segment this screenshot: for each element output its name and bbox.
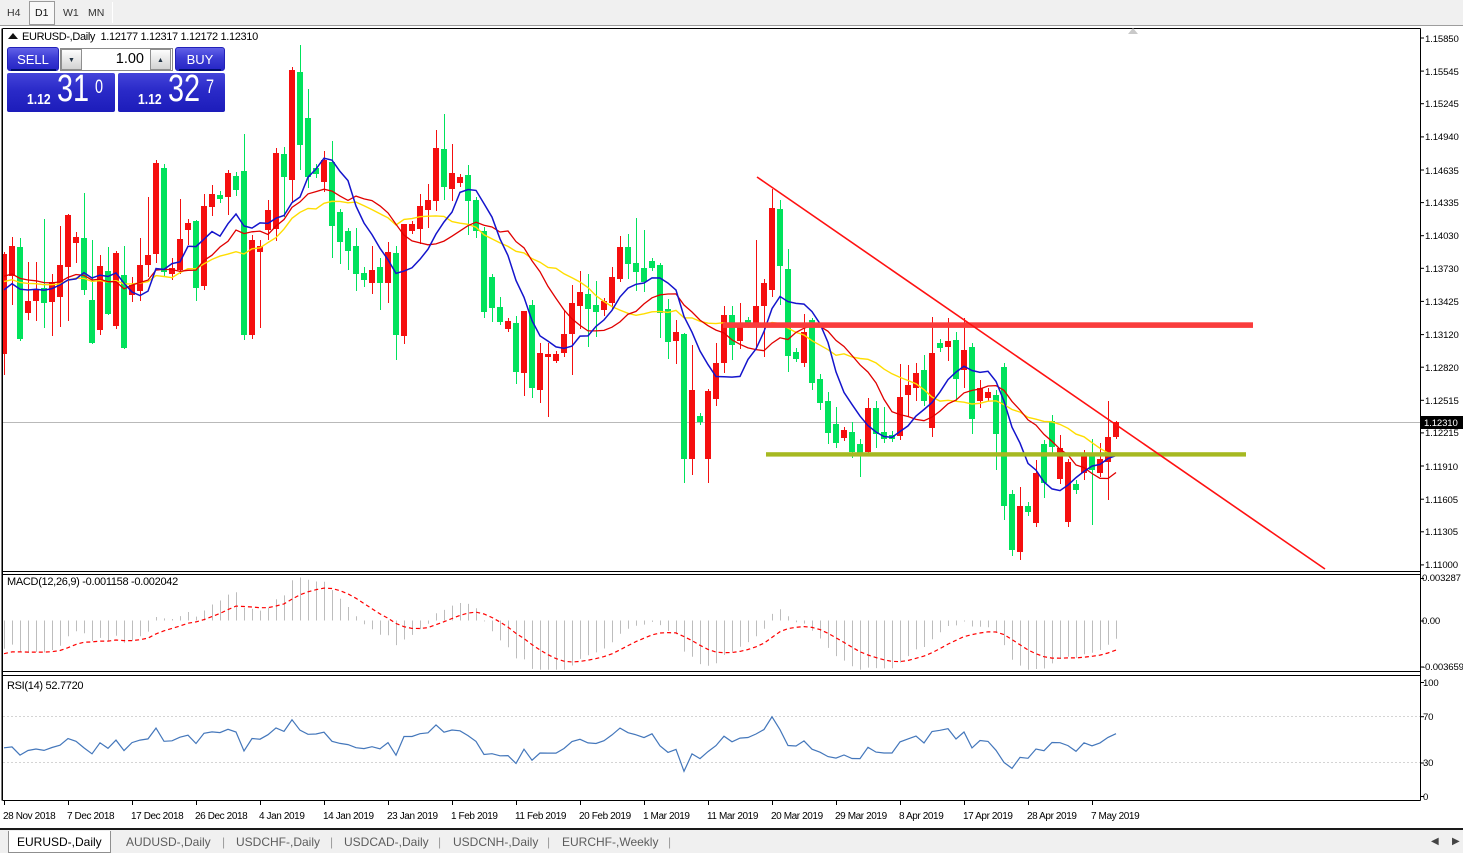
svg-text:1.12820: 1.12820: [1425, 363, 1459, 374]
svg-text:0.00: 0.00: [1422, 616, 1440, 627]
svg-text:7 Dec 2018: 7 Dec 2018: [67, 811, 115, 822]
svg-text:0.003287: 0.003287: [1422, 573, 1461, 584]
svg-text:14 Jan 2019: 14 Jan 2019: [323, 811, 374, 822]
svg-text:11 Feb 2019: 11 Feb 2019: [515, 811, 567, 822]
svg-text:MACD(12,26,9) -0.001158 -0.002: MACD(12,26,9) -0.001158 -0.002042: [7, 576, 178, 588]
svg-text:1.11910: 1.11910: [1425, 462, 1458, 473]
svg-text:1.11305: 1.11305: [1425, 527, 1458, 538]
svg-text:1.15245: 1.15245: [1425, 99, 1459, 110]
svg-text:1.14335: 1.14335: [1425, 198, 1459, 209]
svg-text:1.14635: 1.14635: [1425, 166, 1459, 177]
svg-text:1.13425: 1.13425: [1425, 297, 1459, 308]
svg-text:28 Apr 2019: 28 Apr 2019: [1027, 811, 1077, 822]
svg-text:1.12310: 1.12310: [1424, 418, 1458, 429]
svg-text:-0.003659: -0.003659: [1422, 662, 1463, 673]
svg-text:0: 0: [1423, 792, 1428, 803]
svg-text:1.13730: 1.13730: [1425, 264, 1459, 275]
svg-text:26 Dec 2018: 26 Dec 2018: [195, 811, 248, 822]
svg-text:1.13120: 1.13120: [1425, 330, 1459, 341]
svg-text:1 Mar 2019: 1 Mar 2019: [643, 811, 690, 822]
svg-text:1.15545: 1.15545: [1425, 67, 1459, 78]
svg-text:1.12215: 1.12215: [1425, 428, 1459, 439]
svg-text:1.12515: 1.12515: [1425, 396, 1459, 407]
svg-text:70: 70: [1423, 712, 1433, 723]
svg-text:7 May 2019: 7 May 2019: [1091, 811, 1140, 822]
svg-text:1.11000: 1.11000: [1425, 560, 1458, 571]
svg-text:17 Apr 2019: 17 Apr 2019: [963, 811, 1013, 822]
svg-text:1.14030: 1.14030: [1425, 231, 1459, 242]
svg-text:11 Mar 2019: 11 Mar 2019: [707, 811, 759, 822]
svg-text:RSI(14) 52.7720: RSI(14) 52.7720: [7, 680, 83, 692]
svg-text:EURUSD-,Daily 1.12177 1.12317: EURUSD-,Daily 1.12177 1.12317 1.12172 1.…: [22, 31, 258, 43]
svg-text:1.15850: 1.15850: [1425, 34, 1459, 45]
svg-text:23 Jan 2019: 23 Jan 2019: [387, 811, 438, 822]
svg-text:8 Apr 2019: 8 Apr 2019: [899, 811, 944, 822]
svg-text:28 Nov 2018: 28 Nov 2018: [3, 811, 56, 822]
svg-text:30: 30: [1423, 758, 1433, 769]
svg-text:1 Feb 2019: 1 Feb 2019: [451, 811, 498, 822]
svg-text:29 Mar 2019: 29 Mar 2019: [835, 811, 888, 822]
svg-text:4 Jan 2019: 4 Jan 2019: [259, 811, 305, 822]
svg-text:17 Dec 2018: 17 Dec 2018: [131, 811, 184, 822]
svg-text:20 Feb 2019: 20 Feb 2019: [579, 811, 632, 822]
svg-text:1.11605: 1.11605: [1425, 495, 1458, 506]
svg-text:20 Mar 2019: 20 Mar 2019: [771, 811, 824, 822]
svg-text:100: 100: [1423, 678, 1439, 689]
svg-text:1.14940: 1.14940: [1425, 132, 1459, 143]
